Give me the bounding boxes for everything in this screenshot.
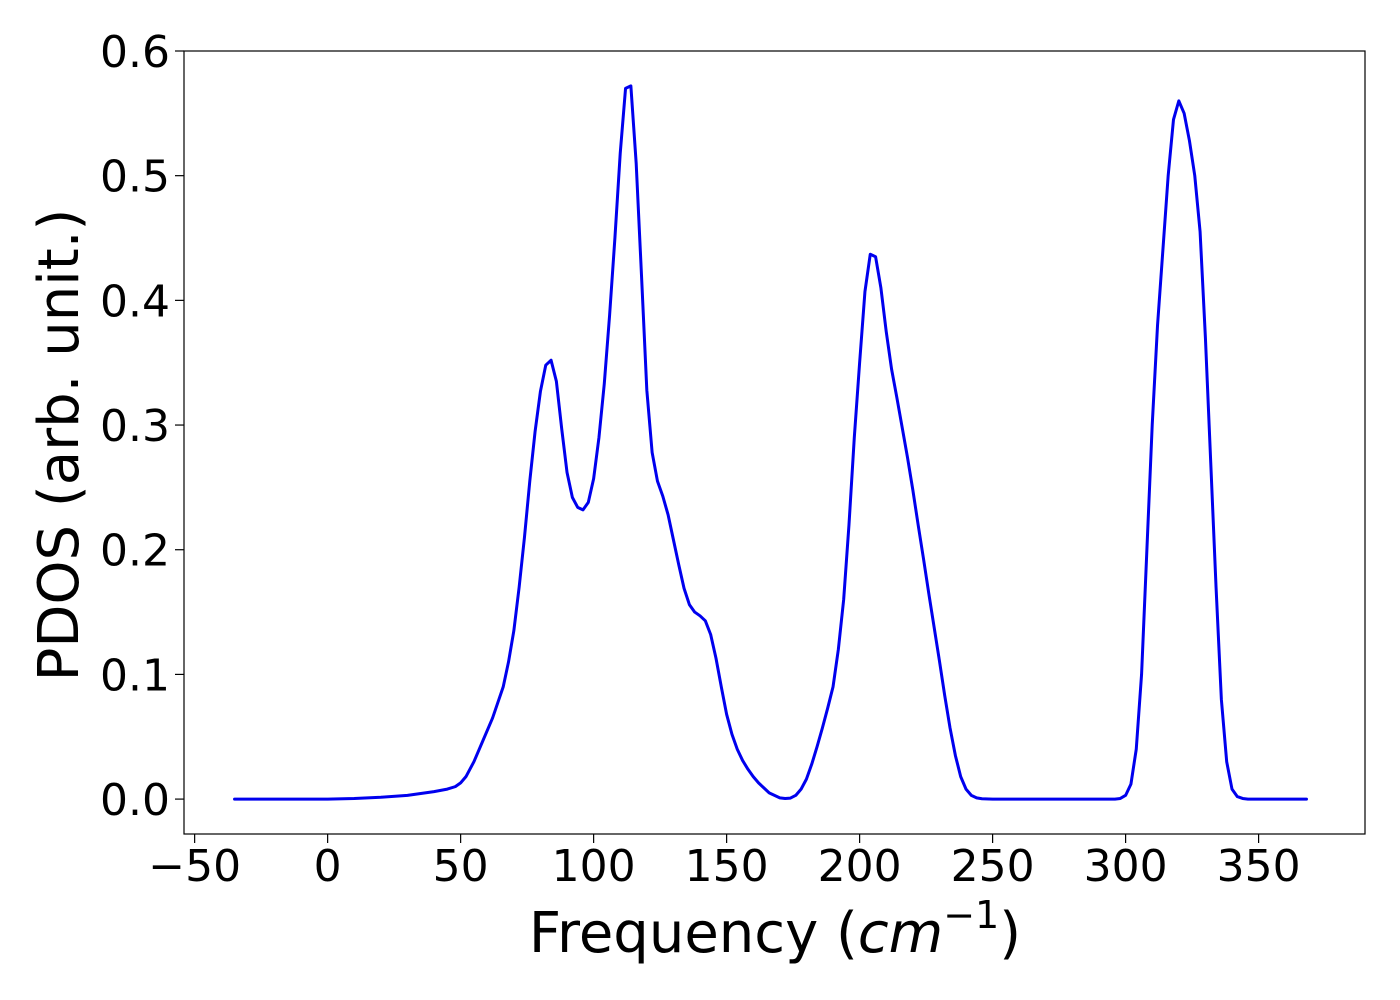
y-tick-label: 0.3 bbox=[100, 401, 170, 452]
x-tick-label: 0 bbox=[314, 841, 342, 892]
label-layer: PDOS (arb. unit.) Frequency (cm−1) bbox=[27, 209, 1021, 966]
plot-frame bbox=[183, 50, 1366, 835]
x-tick-label: 200 bbox=[818, 841, 902, 892]
y-tick-label: 0.6 bbox=[100, 27, 170, 78]
x-tick-label: 50 bbox=[433, 841, 489, 892]
x-axis-label-close: ) bbox=[999, 901, 1021, 966]
x-tick-label: 350 bbox=[1217, 841, 1301, 892]
x-axis-label-math: cm bbox=[858, 901, 943, 966]
y-tick-label: 0.0 bbox=[100, 775, 170, 826]
x-tick-label: 150 bbox=[685, 841, 769, 892]
x-axis-label-superscript: −1 bbox=[943, 893, 999, 937]
x-tick-label: −50 bbox=[148, 841, 241, 892]
x-tick-label: 250 bbox=[951, 841, 1035, 892]
x-tick-label: 100 bbox=[552, 841, 636, 892]
x-axis-label: Frequency (cm−1) bbox=[529, 893, 1021, 966]
plot-layer bbox=[233, 84, 1308, 801]
y-tick-label: 0.2 bbox=[100, 526, 170, 577]
y-tick-label: 0.5 bbox=[100, 152, 170, 203]
y-tick-label: 0.4 bbox=[100, 276, 170, 327]
y-axis-label: PDOS (arb. unit.) bbox=[27, 209, 92, 682]
axes-layer: −50 0 50 100 150 200 250 300 350 0.0 0.1 0.2 0.3 0.4 0… bbox=[100, 27, 1366, 892]
x-tick-label: 300 bbox=[1084, 841, 1168, 892]
y-tick-label: 0.1 bbox=[100, 650, 170, 701]
x-axis-label-text: Frequency ( bbox=[529, 901, 858, 966]
pdos-series-line bbox=[233, 84, 1308, 801]
